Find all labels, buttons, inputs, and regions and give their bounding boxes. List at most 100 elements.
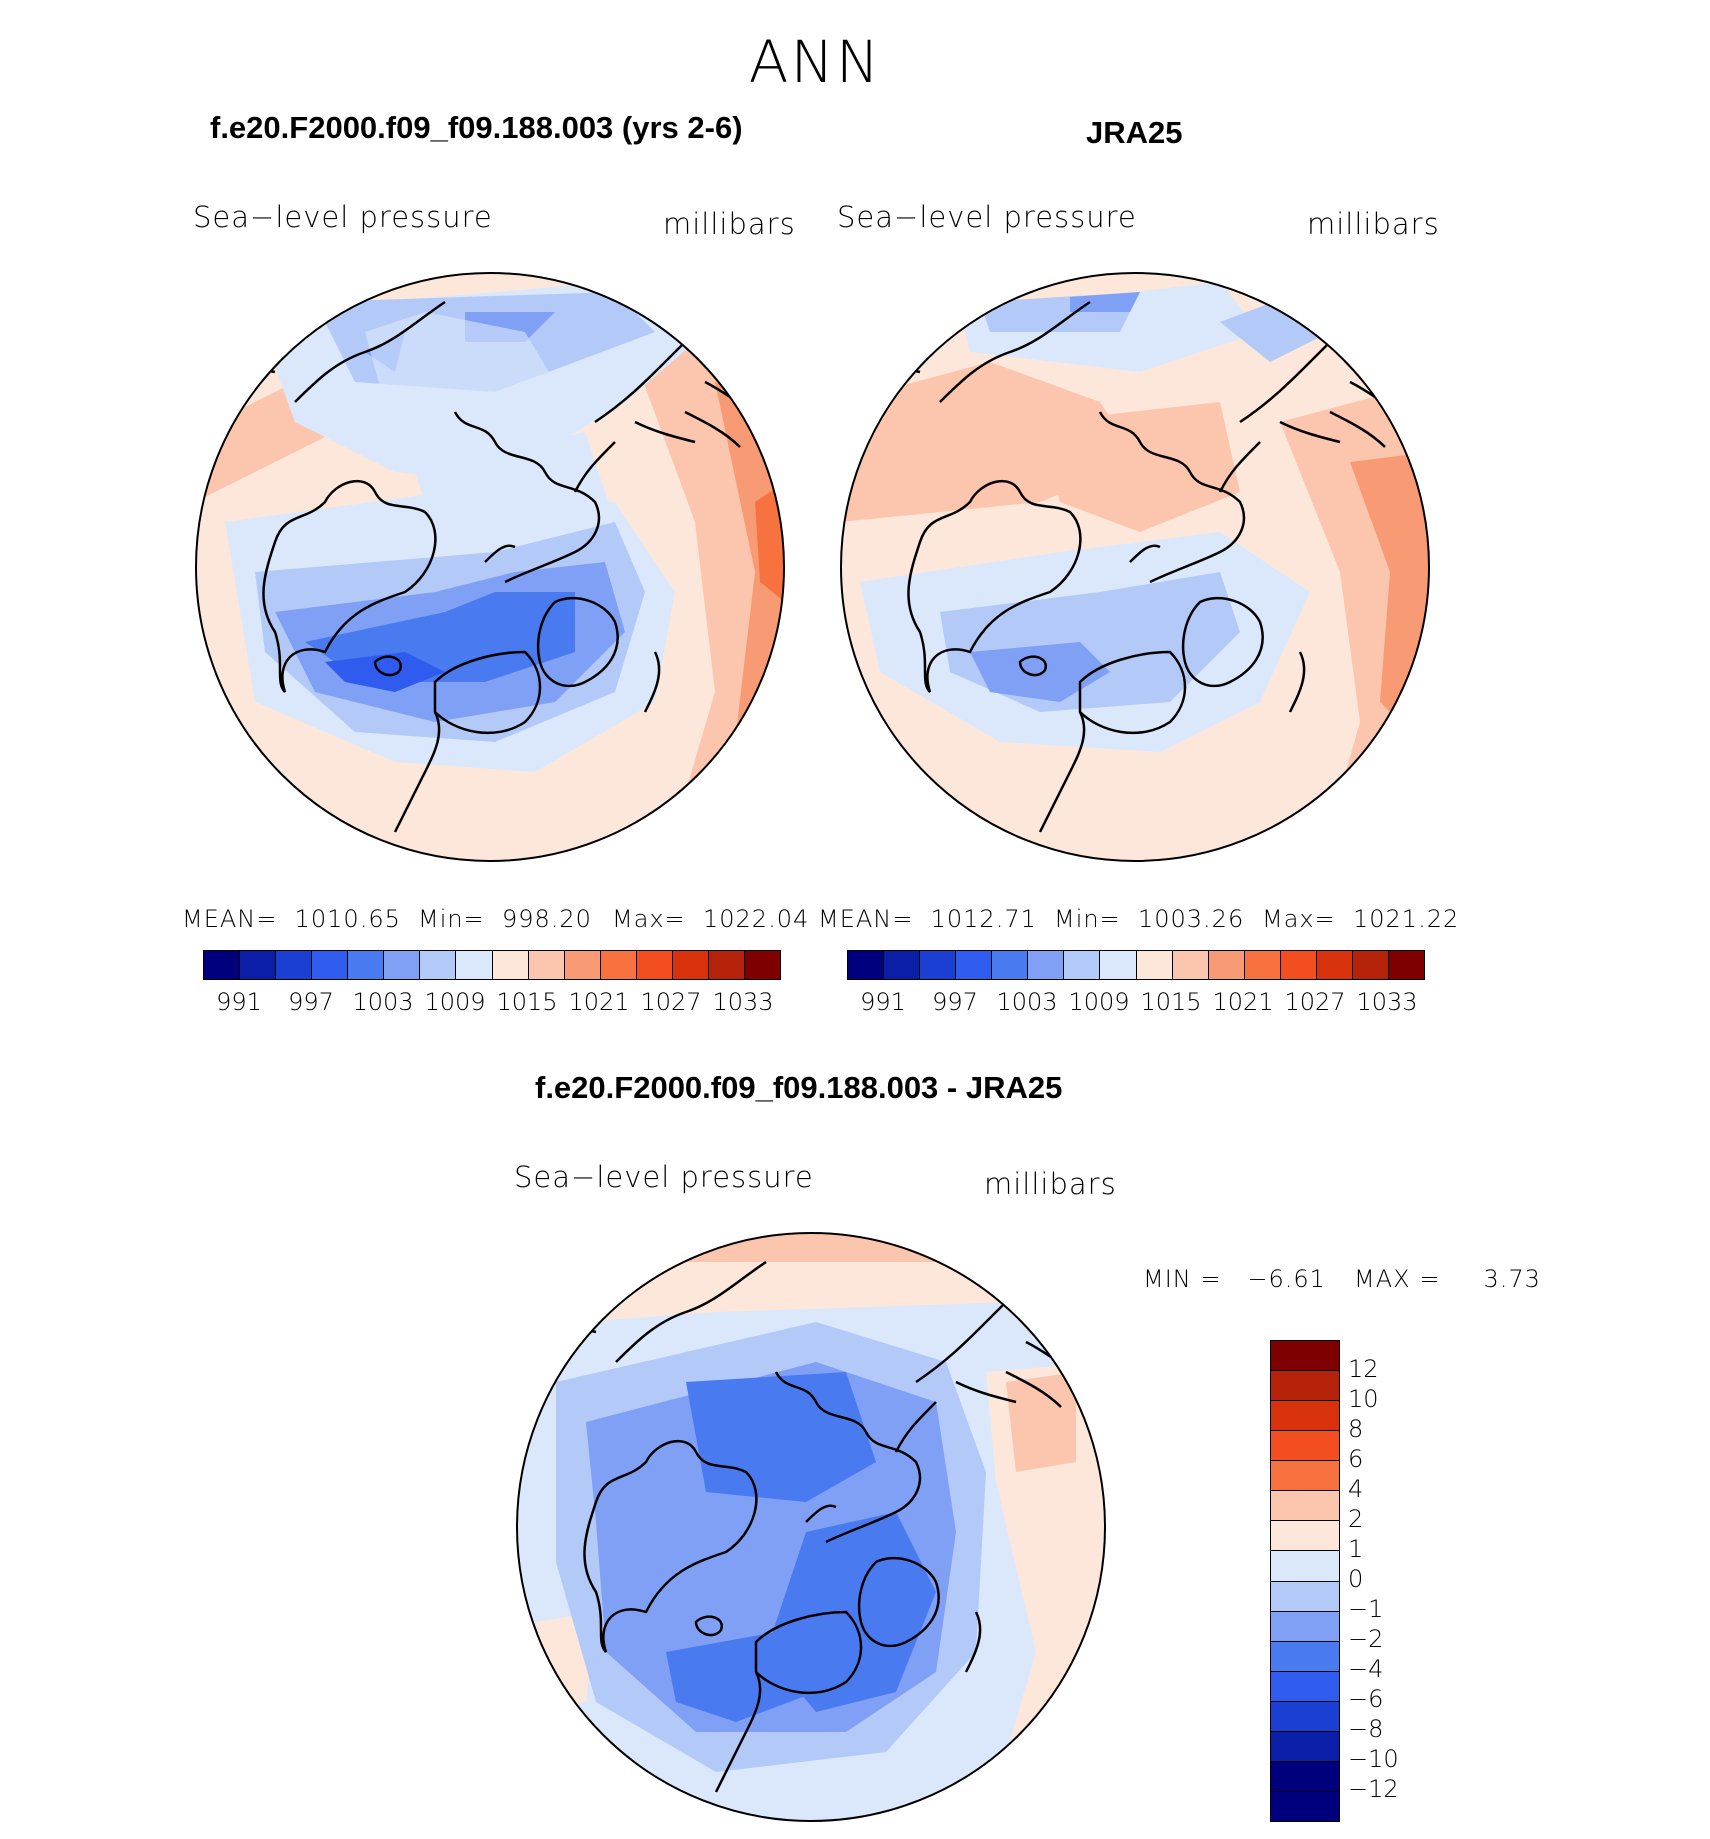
colorbar-tick-label: 1	[1348, 1535, 1364, 1563]
model-mean-label: MEAN=	[182, 905, 278, 933]
diff-min-label: MIN =	[1143, 1265, 1222, 1293]
colorbar-tick-label: −10	[1348, 1745, 1399, 1773]
obs-units-label: millibars	[1307, 207, 1440, 241]
diff-panel-title: f.e20.F2000.f09_f09.188.003 - JRA25	[535, 1070, 1063, 1105]
colorbar-swatch	[1271, 1551, 1339, 1582]
obs-mean-label: MEAN=	[818, 905, 914, 933]
colorbar-tick-label: −4	[1348, 1655, 1384, 1683]
colorbar-swatch	[348, 951, 385, 979]
colorbar-swatch	[1388, 951, 1424, 979]
model-colorbar	[203, 950, 781, 980]
diff-max-stat: MAX = 3.73	[1354, 1265, 1541, 1293]
colorbar-swatch	[992, 951, 1029, 979]
colorbar-swatch	[744, 951, 780, 979]
obs-panel-title: JRA25	[1086, 115, 1183, 150]
colorbar-swatch	[420, 951, 457, 979]
model-max-value: 1022.04	[703, 905, 810, 933]
colorbar-swatch	[956, 951, 993, 979]
season-title: ANN	[748, 28, 882, 96]
colorbar-swatch	[1271, 1491, 1339, 1522]
model-max-stat: Max= 1022.04	[612, 905, 809, 933]
obs-max-label: Max=	[1262, 905, 1336, 933]
obs-min-label: Min=	[1054, 905, 1121, 933]
diff-variable-label: Sea−level pressure	[514, 1160, 814, 1194]
colorbar-swatch	[276, 951, 313, 979]
diff-min-stat: MIN = −6.61	[1143, 1265, 1326, 1293]
colorbar-tick-label: 991	[860, 988, 906, 1016]
colorbar-tick-label: −2	[1348, 1625, 1384, 1653]
obs-min-stat: Min= 1003.26	[1054, 905, 1244, 933]
colorbar-swatch	[1352, 951, 1389, 979]
obs-max-stat: Max= 1021.22	[1262, 905, 1459, 933]
colorbar-swatch	[1028, 951, 1065, 979]
model-polar-map	[195, 272, 785, 862]
colorbar-swatch	[456, 951, 493, 979]
colorbar-tick-label: 1015	[496, 988, 558, 1016]
colorbar-tick-label: 1003	[352, 988, 414, 1016]
diff-units-label: millibars	[984, 1167, 1117, 1201]
colorbar-tick-label: 1033	[712, 988, 774, 1016]
colorbar-swatch	[1208, 951, 1245, 979]
obs-mean-value: 1012.71	[930, 905, 1037, 933]
colorbar-tick-label: 2	[1348, 1505, 1364, 1533]
colorbar-swatch	[204, 951, 241, 979]
colorbar-swatch	[1172, 951, 1209, 979]
colorbar-swatch	[1271, 1401, 1339, 1432]
colorbar-swatch	[708, 951, 745, 979]
colorbar-tick-label: 4	[1348, 1475, 1364, 1503]
colorbar-swatch	[1100, 951, 1137, 979]
model-min-stat: Min= 998.20	[418, 905, 592, 933]
obs-colorbar	[847, 950, 1425, 980]
colorbar-swatch	[672, 951, 709, 979]
colorbar-swatch	[1271, 1641, 1339, 1672]
model-min-label: Min=	[418, 905, 485, 933]
colorbar-swatch	[528, 951, 565, 979]
colorbar-swatch	[1271, 1761, 1339, 1792]
colorbar-tick-label: −8	[1348, 1715, 1384, 1743]
colorbar-tick-label: 12	[1348, 1355, 1379, 1383]
colorbar-swatch	[1271, 1431, 1339, 1462]
model-variable-label: Sea−level pressure	[193, 200, 493, 234]
colorbar-swatch	[312, 951, 349, 979]
colorbar-swatch	[1136, 951, 1173, 979]
colorbar-swatch	[1271, 1611, 1339, 1642]
model-max-label: Max=	[612, 905, 686, 933]
colorbar-tick-label: 1027	[640, 988, 702, 1016]
colorbar-tick-label: 6	[1348, 1445, 1364, 1473]
colorbar-tick-label: 1021	[1212, 988, 1274, 1016]
colorbar-swatch	[1271, 1671, 1339, 1702]
colorbar-tick-label: −6	[1348, 1685, 1384, 1713]
colorbar-swatch	[884, 951, 921, 979]
colorbar-swatch	[920, 951, 957, 979]
colorbar-swatch	[848, 951, 885, 979]
model-mean-value: 1010.65	[294, 905, 401, 933]
obs-polar-map	[840, 272, 1430, 862]
colorbar-swatch	[1316, 951, 1353, 979]
colorbar-tick-label: 1009	[424, 988, 486, 1016]
colorbar-swatch	[600, 951, 637, 979]
colorbar-swatch	[1271, 1371, 1339, 1402]
colorbar-tick-label: 1015	[1140, 988, 1202, 1016]
colorbar-swatch	[1271, 1461, 1339, 1492]
model-min-value: 998.20	[501, 905, 592, 933]
model-units-label: millibars	[663, 207, 796, 241]
colorbar-swatch	[1271, 1521, 1339, 1552]
colorbar-tick-label: 1021	[568, 988, 630, 1016]
obs-min-value: 1003.26	[1137, 905, 1245, 933]
colorbar-swatch	[384, 951, 421, 979]
colorbar-tick-label: 10	[1348, 1385, 1379, 1413]
colorbar-swatch	[240, 951, 277, 979]
colorbar-tick-label: 0	[1348, 1565, 1364, 1593]
colorbar-tick-label: 997	[932, 988, 978, 1016]
colorbar-swatch	[1271, 1701, 1339, 1732]
colorbar-swatch	[1064, 951, 1101, 979]
colorbar-tick-label: 8	[1348, 1415, 1364, 1443]
colorbar-tick-label: −12	[1348, 1775, 1399, 1803]
diff-max-label: MAX =	[1354, 1265, 1441, 1293]
diff-max-value: 3.73	[1483, 1265, 1541, 1293]
colorbar-swatch	[1271, 1791, 1339, 1821]
diff-min-value: −6.61	[1247, 1265, 1326, 1293]
colorbar-swatch	[1271, 1581, 1339, 1612]
colorbar-tick-label: 1009	[1068, 988, 1130, 1016]
colorbar-swatch	[1280, 951, 1317, 979]
